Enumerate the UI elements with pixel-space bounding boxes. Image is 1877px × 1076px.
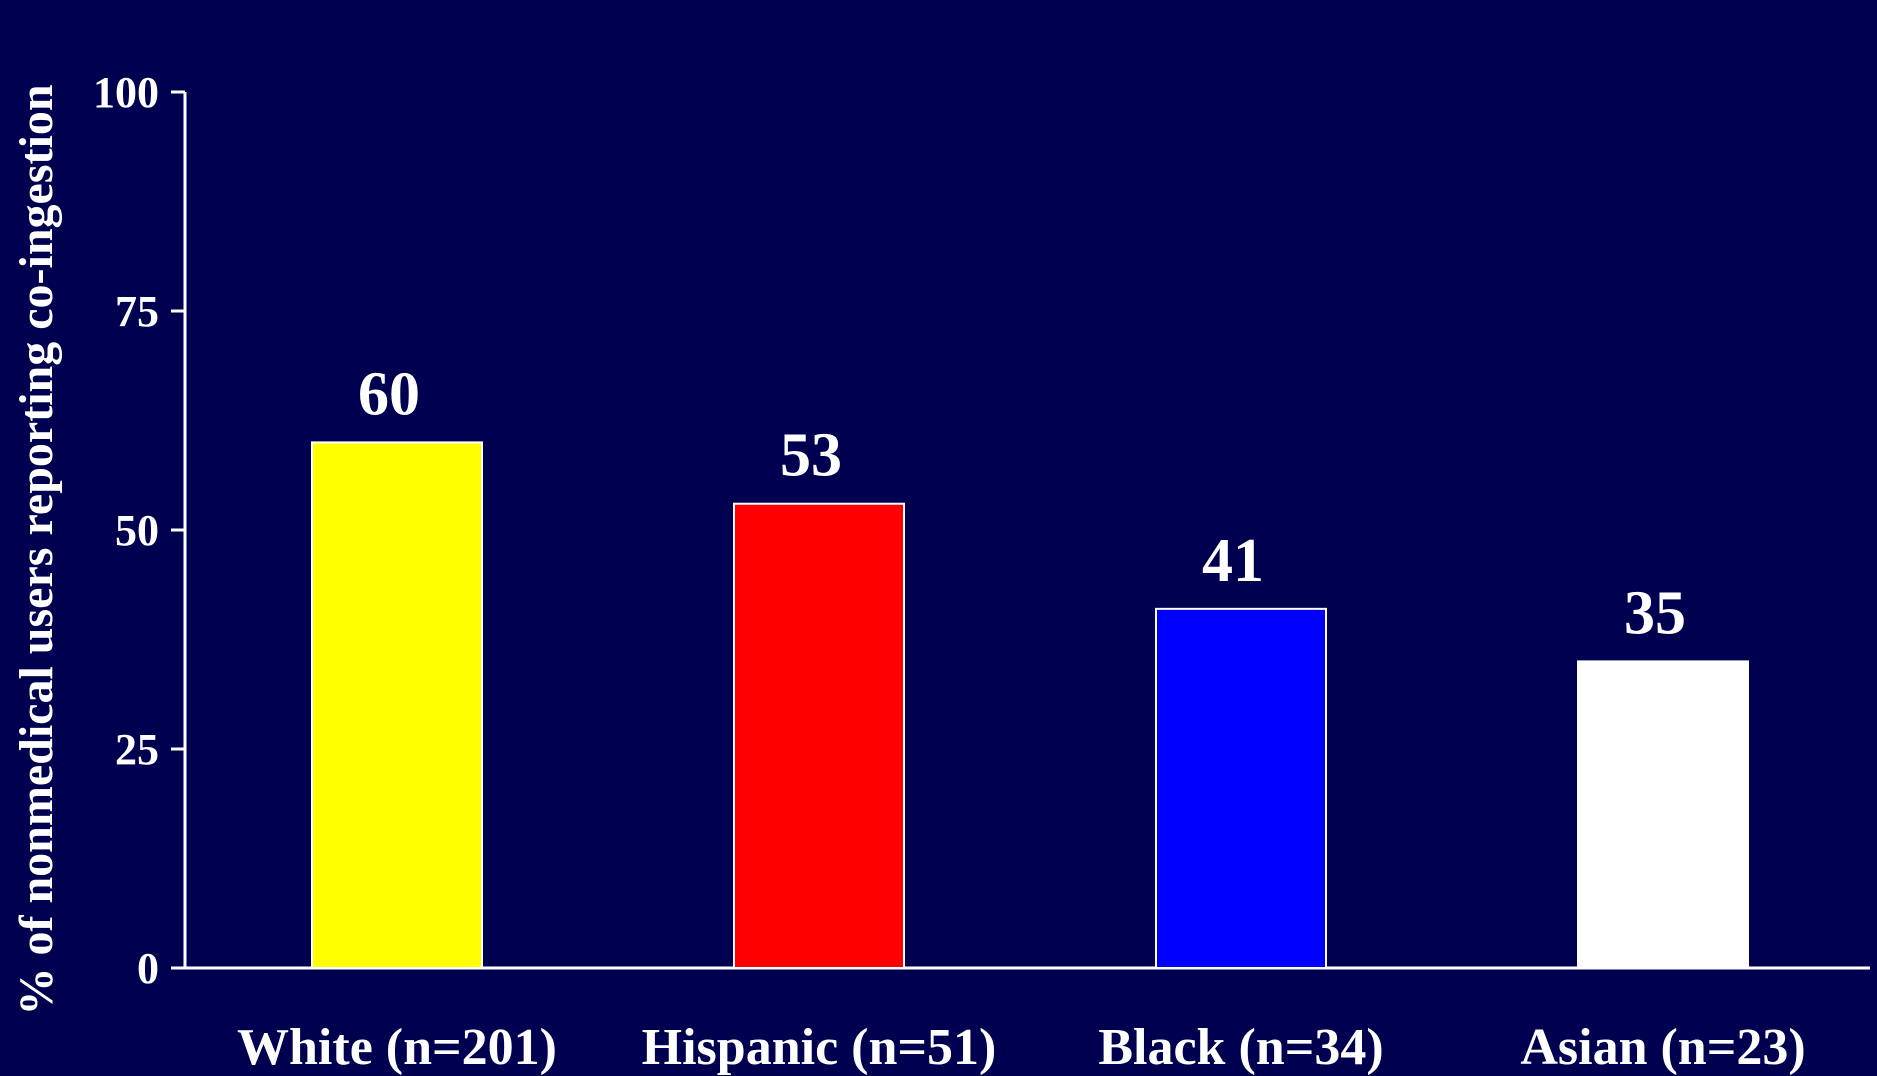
y-axis-title-group: % of nonmedical users reporting co-inges… <box>10 84 63 1015</box>
y-tick-label: 0 <box>137 944 159 993</box>
bar <box>311 441 483 969</box>
bar <box>733 502 905 969</box>
data-label: 41 <box>1202 527 1264 595</box>
category-label: Hispanic (n=51) <box>642 1019 997 1076</box>
data-labels: 60 53 41 35 <box>358 360 1686 647</box>
bar <box>1155 607 1327 970</box>
y-ticks: 0 25 50 75 100 <box>93 68 185 993</box>
y-tick-label: 25 <box>115 725 159 774</box>
y-tick-label: 50 <box>115 506 159 555</box>
bars <box>311 441 1749 970</box>
y-axis-title: % of nonmedical users reporting co-inges… <box>10 84 63 1015</box>
data-label: 60 <box>358 360 420 428</box>
category-labels: White (n=201) Hispanic (n=51) Black (n=34)… <box>237 1019 1806 1076</box>
category-label: Asian (n=23) <box>1520 1019 1805 1076</box>
y-tick-label: 100 <box>93 68 159 117</box>
data-label: 35 <box>1624 579 1686 647</box>
y-tick-label: 75 <box>115 287 159 336</box>
category-label: White (n=201) <box>237 1019 557 1076</box>
data-label: 53 <box>780 422 842 490</box>
category-label: Black (n=34) <box>1098 1019 1383 1076</box>
bar <box>1577 660 1749 970</box>
